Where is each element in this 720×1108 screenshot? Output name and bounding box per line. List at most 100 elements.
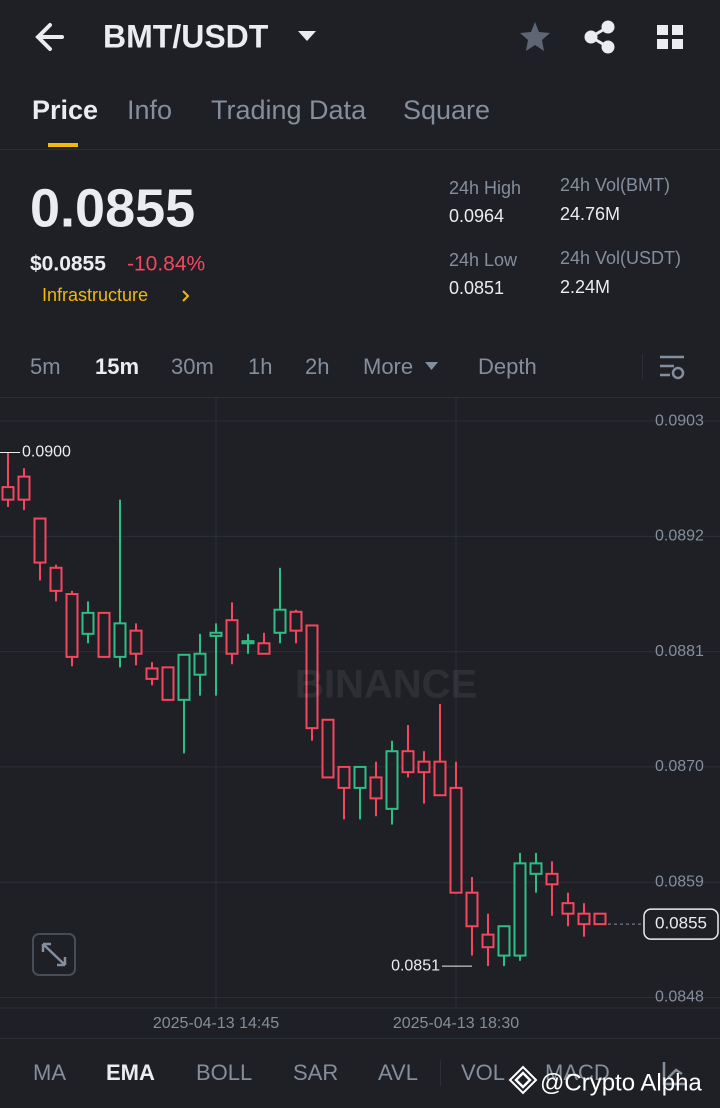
- indicator[interactable]: VOL: [461, 1060, 505, 1085]
- candle-body: [369, 776, 383, 800]
- layout-button[interactable]: [657, 25, 683, 49]
- sector-chevron[interactable]: [182, 290, 190, 302]
- candle-body: [273, 608, 287, 634]
- tab[interactable]: Trading Data: [211, 95, 367, 125]
- candle-body: [305, 624, 319, 730]
- separator: [642, 354, 643, 380]
- indicator[interactable]: AVL: [378, 1060, 418, 1085]
- depth-tab[interactable]: Depth: [478, 354, 537, 379]
- candle-body: [481, 933, 495, 949]
- stat-label: 24h Vol(BMT): [560, 175, 670, 195]
- candle-body: [385, 750, 399, 810]
- candle-body: [257, 642, 271, 655]
- candle-body: [161, 666, 175, 701]
- candle-body: [1, 486, 15, 501]
- candle-body: [593, 912, 607, 926]
- last-price: 0.0855: [30, 178, 195, 238]
- indicator[interactable]: BOLL: [196, 1060, 252, 1085]
- candle-body: [129, 629, 143, 655]
- stat-value: 0.0851: [449, 278, 504, 298]
- usd-price: $0.0855: [30, 253, 106, 276]
- last-price-box: [643, 908, 719, 940]
- y-tick-label: 0.0848: [655, 989, 704, 1006]
- stat-label: 24h Vol(USDT): [560, 248, 681, 268]
- candle-body: [321, 718, 335, 779]
- candle-body: [337, 765, 351, 789]
- chart-settings[interactable]: [660, 355, 685, 380]
- sector-link[interactable]: Infrastructure: [42, 285, 148, 305]
- credit: @Crypto Alpha: [540, 1069, 702, 1096]
- candle-body: [449, 786, 463, 894]
- candle-body: [433, 760, 447, 797]
- expand-icon[interactable]: [41, 942, 67, 967]
- candle-body: [97, 611, 111, 658]
- candle-body: [241, 640, 255, 645]
- y-tick-label: 0.0903: [655, 412, 704, 429]
- stat-value: 2.24M: [560, 277, 610, 297]
- candle-body: [465, 891, 479, 928]
- indicator-settings[interactable]: [662, 1062, 686, 1086]
- more-intervals[interactable]: More: [363, 354, 413, 379]
- indicator[interactable]: MA: [33, 1060, 66, 1085]
- price-change: -10.84%: [127, 253, 205, 276]
- candle-body: [49, 566, 63, 592]
- interval[interactable]: 5m: [30, 354, 61, 379]
- divider: [0, 149, 720, 150]
- high-label: 0.0900: [22, 444, 71, 461]
- x-tick-label: 2025-04-13 18:30: [393, 1015, 519, 1032]
- candle-body: [177, 653, 191, 701]
- interval[interactable]: 15m: [95, 354, 139, 379]
- candle-body: [401, 750, 415, 774]
- pair-dropdown[interactable]: [298, 31, 316, 41]
- tab-indicator: [48, 143, 78, 147]
- candle-body: [113, 622, 127, 658]
- tab[interactable]: Square: [403, 95, 490, 125]
- candle-body: [577, 912, 591, 926]
- y-tick-label: 0.0859: [655, 873, 704, 890]
- tab[interactable]: Price: [32, 95, 98, 125]
- candle-body: [145, 667, 159, 680]
- candle-body: [289, 610, 303, 632]
- candle-body: [33, 517, 47, 564]
- indicator[interactable]: EMA: [106, 1060, 155, 1085]
- y-tick-label: 0.0881: [655, 643, 704, 660]
- tab[interactable]: Info: [127, 95, 172, 125]
- candle-body: [529, 862, 543, 875]
- candle-body: [353, 765, 367, 789]
- divider: [0, 397, 720, 398]
- interval[interactable]: 1h: [248, 354, 272, 379]
- watermark: BINANCE: [295, 663, 477, 707]
- stat-value: 24.76M: [560, 204, 620, 224]
- candle-body: [225, 619, 239, 655]
- favorite-button[interactable]: [520, 22, 550, 51]
- candle-body: [513, 862, 527, 957]
- candle-body: [81, 611, 95, 635]
- separator: [440, 1060, 441, 1086]
- more-caret[interactable]: [425, 362, 438, 370]
- candle-body: [193, 652, 207, 676]
- interval[interactable]: 2h: [305, 354, 329, 379]
- candle-body: [17, 475, 31, 501]
- candle-body: [561, 902, 575, 915]
- last-price-label: 0.0855: [655, 914, 707, 933]
- candle-body: [209, 631, 223, 637]
- low-label: 0.0851: [391, 957, 440, 974]
- candle-body: [417, 760, 431, 774]
- stat-value: 0.0964: [449, 206, 504, 226]
- x-tick-label: 2025-04-13 14:45: [153, 1015, 279, 1032]
- share-button[interactable]: [584, 20, 615, 54]
- back-button[interactable]: [35, 23, 64, 51]
- pair-title[interactable]: BMT/USDT: [103, 18, 269, 54]
- stat-label: 24h Low: [449, 250, 518, 270]
- candle-body: [65, 592, 79, 658]
- candle-body: [497, 925, 511, 957]
- indicator[interactable]: SAR: [293, 1060, 338, 1085]
- y-tick-label: 0.0870: [655, 758, 704, 775]
- y-tick-label: 0.0892: [655, 528, 704, 545]
- interval[interactable]: 30m: [171, 354, 214, 379]
- indicator[interactable]: MACD: [545, 1060, 610, 1085]
- credit-logo: [508, 1065, 538, 1095]
